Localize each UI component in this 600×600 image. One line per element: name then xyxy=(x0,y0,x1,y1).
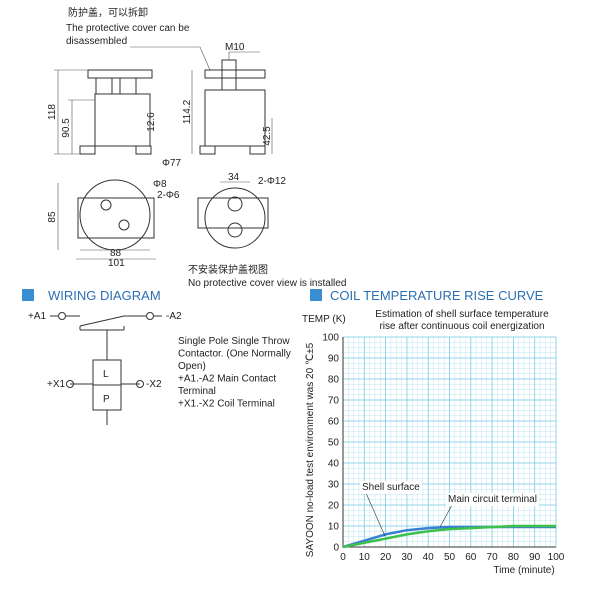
coil-label: P xyxy=(103,394,110,405)
dim: 85 xyxy=(47,211,58,223)
y-tick-label: 40 xyxy=(328,459,340,470)
y-tick-label: 50 xyxy=(328,438,340,449)
x-tick-label: 60 xyxy=(465,552,477,563)
y-tick-label: 30 xyxy=(328,480,340,491)
note-cn: 不安装保护盖视图 xyxy=(188,263,268,276)
dim: 90.5 xyxy=(61,118,72,138)
dim: 2-Φ6 xyxy=(157,190,180,201)
dim: 88 xyxy=(110,248,122,259)
description-line: Terminal xyxy=(178,386,216,397)
x-tick-label: 0 xyxy=(340,552,346,563)
x-tick-label: 10 xyxy=(359,552,371,563)
cover-note-en: The protective cover can be xyxy=(66,23,190,34)
chart-subtitle: rise after continuous coil energization xyxy=(379,321,544,332)
plot: 0 10 20 30 40 50 60 70 80 90 100 0 10 20 30 40 50 60 70 80 9… xyxy=(322,333,564,564)
series-label: Main circuit terminal xyxy=(448,494,537,505)
heading-icon xyxy=(310,289,322,301)
note-en: No protective cover view is installed xyxy=(188,278,346,289)
chart-title: COIL TEMPERATURE RISE CURVE xyxy=(330,288,544,303)
description-line: Single Pole Single Throw xyxy=(178,336,290,347)
side-note: SAYOON no-load test environment was 20 ℃… xyxy=(305,342,316,557)
x-tick-label: 30 xyxy=(401,552,413,563)
description-line: Open) xyxy=(178,361,206,372)
section-title: WIRING DIAGRAM xyxy=(48,288,161,303)
description: Single Pole Single Throw Contactor. (One … xyxy=(178,336,291,410)
description-line: +A1.-A2 Main Contact xyxy=(178,374,276,385)
x-tick-label: 50 xyxy=(444,552,456,563)
y-axis-label: TEMP (K) xyxy=(302,314,346,325)
series-line xyxy=(342,524,556,549)
terminal-label: -X2 xyxy=(146,379,162,390)
bottom-view xyxy=(57,179,269,260)
dim: 114.2 xyxy=(182,99,193,124)
terminal-label: -A2 xyxy=(166,311,182,322)
y-tick-label: 70 xyxy=(328,396,340,407)
x-tick-label: 40 xyxy=(423,552,435,563)
x-tick-label: 90 xyxy=(529,552,541,563)
cover-note-cn: 防护盖，可以拆卸 xyxy=(68,6,148,19)
dim: 118 xyxy=(47,104,58,120)
leader xyxy=(130,46,211,71)
dim: Φ8 xyxy=(153,179,167,190)
cover-note-en: disassembled xyxy=(66,36,127,47)
series-label: Shell surface xyxy=(362,482,420,493)
y-tick-label: 100 xyxy=(322,333,339,344)
callout-line xyxy=(439,504,453,528)
callout-line xyxy=(365,492,386,537)
y-tick-label: 20 xyxy=(328,501,340,512)
x-tick-label: 70 xyxy=(487,552,499,563)
y-tick-label: 10 xyxy=(328,522,340,533)
dim: 101 xyxy=(108,258,125,269)
terminal-label: +X1 xyxy=(47,379,66,390)
label-bg xyxy=(360,481,423,494)
front-view xyxy=(54,69,153,155)
coil-label: L xyxy=(103,369,109,380)
chart-subtitle: Estimation of shell surface temperature xyxy=(375,309,549,320)
heading-icon xyxy=(22,289,34,301)
x-tick-label: 100 xyxy=(548,552,565,563)
dim: 34 xyxy=(228,172,240,183)
label-bg xyxy=(446,493,539,506)
dim: 42.5 xyxy=(262,126,273,146)
description-line: Contactor. (One Normally xyxy=(178,349,291,360)
x-tick-label: 80 xyxy=(508,552,520,563)
description-line: +X1.-X2 Coil Terminal xyxy=(178,399,275,410)
y-tick-label: 0 xyxy=(333,543,339,554)
x-axis-label: Time (minute) xyxy=(493,565,554,576)
y-tick-label: 90 xyxy=(328,354,340,365)
x-tick-label: 20 xyxy=(380,552,392,563)
dim: 12.6 xyxy=(146,112,157,132)
y-tick-label: 80 xyxy=(328,375,340,386)
y-tick-label: 60 xyxy=(328,417,340,428)
terminal-label: +A1 xyxy=(28,311,47,322)
wiring-diagram xyxy=(50,312,162,425)
dim: 2-Φ12 xyxy=(258,176,286,187)
dim: M10 xyxy=(225,42,245,53)
dim: Φ77 xyxy=(162,158,182,169)
side-view xyxy=(191,51,273,155)
